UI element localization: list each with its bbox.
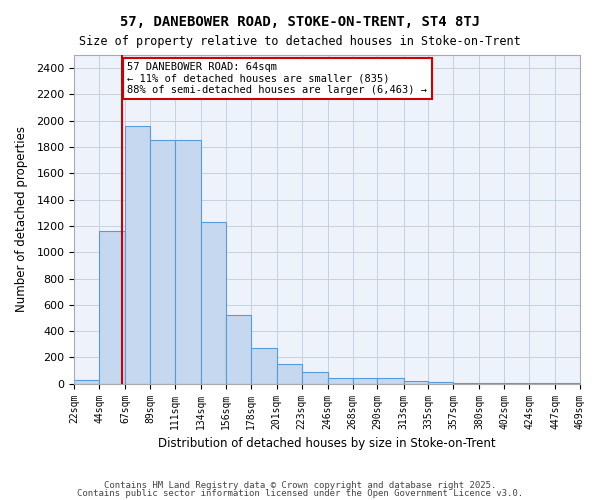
Bar [251, 348, 277, 384]
Bar [175, 140, 201, 384]
Bar [453, 383, 479, 384]
Bar [479, 383, 504, 384]
Bar [74, 380, 99, 384]
Bar [226, 316, 251, 384]
Text: Size of property relative to detached houses in Stoke-on-Trent: Size of property relative to detached ho… [79, 35, 521, 48]
Bar [504, 383, 529, 384]
Bar [404, 381, 428, 384]
Text: 57 DANEBOWER ROAD: 64sqm
← 11% of detached houses are smaller (835)
88% of semi-: 57 DANEBOWER ROAD: 64sqm ← 11% of detach… [127, 62, 427, 96]
Bar [529, 383, 555, 384]
Bar [277, 364, 302, 384]
Y-axis label: Number of detached properties: Number of detached properties [15, 126, 28, 312]
Text: 57, DANEBOWER ROAD, STOKE-ON-TRENT, ST4 8TJ: 57, DANEBOWER ROAD, STOKE-ON-TRENT, ST4 … [120, 15, 480, 29]
Bar [428, 382, 453, 384]
Bar [377, 378, 404, 384]
Bar [302, 372, 328, 384]
Bar [555, 383, 580, 384]
Bar [99, 231, 125, 384]
Text: Contains HM Land Registry data © Crown copyright and database right 2025.: Contains HM Land Registry data © Crown c… [104, 481, 496, 490]
Bar [328, 378, 353, 384]
Bar [125, 126, 150, 384]
Text: Contains public sector information licensed under the Open Government Licence v3: Contains public sector information licen… [77, 488, 523, 498]
Bar [353, 378, 377, 384]
X-axis label: Distribution of detached houses by size in Stoke-on-Trent: Distribution of detached houses by size … [158, 437, 496, 450]
Bar [201, 222, 226, 384]
Bar [150, 140, 175, 384]
